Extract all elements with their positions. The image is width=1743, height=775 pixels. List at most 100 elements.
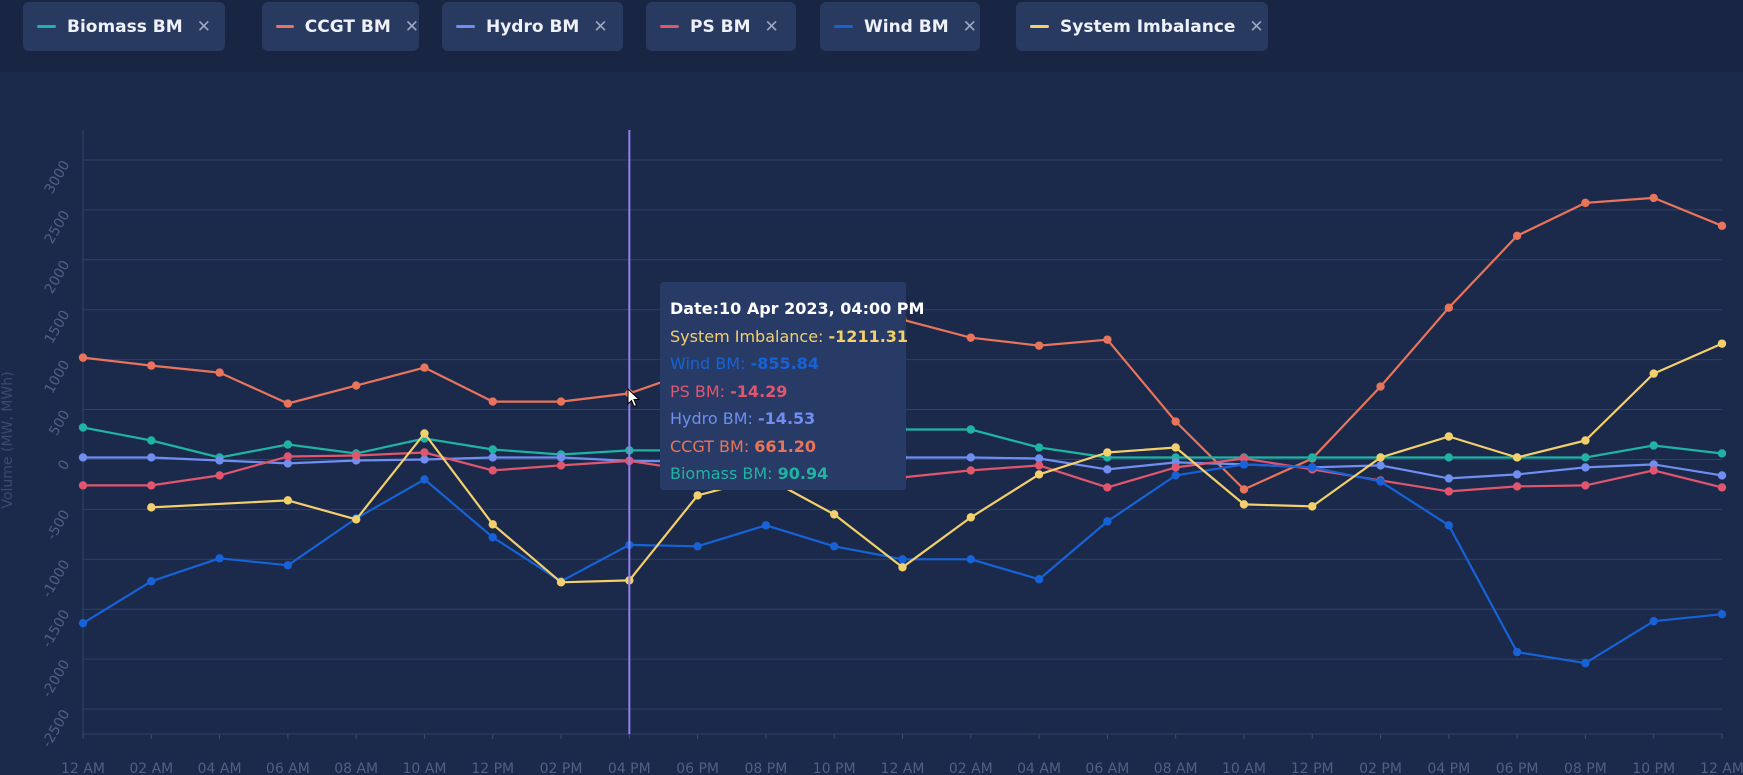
data-point[interactable]	[1444, 432, 1454, 441]
legend-chip[interactable]: Biomass BM ✕	[23, 2, 225, 51]
data-point[interactable]	[1239, 485, 1249, 494]
data-point[interactable]	[1649, 193, 1658, 203]
data-point[interactable]	[147, 436, 156, 445]
data-point[interactable]	[488, 445, 497, 454]
data-point[interactable]	[1376, 461, 1385, 470]
data-point[interactable]	[1308, 502, 1317, 511]
legend-chip[interactable]: Hydro BM ✕	[442, 2, 623, 51]
data-point[interactable]	[1717, 449, 1727, 458]
data-point[interactable]	[1171, 463, 1180, 472]
data-point[interactable]	[898, 563, 907, 572]
data-point[interactable]	[1717, 471, 1727, 480]
data-point[interactable]	[283, 459, 293, 468]
data-point[interactable]	[1649, 616, 1658, 626]
data-point[interactable]	[351, 451, 361, 460]
data-point[interactable]	[1171, 417, 1180, 426]
data-point[interactable]	[1308, 463, 1317, 472]
data-point[interactable]	[1512, 647, 1522, 657]
data-point[interactable]	[283, 561, 293, 570]
data-point[interactable]	[283, 452, 293, 461]
data-point[interactable]	[488, 453, 497, 462]
data-point[interactable]	[693, 542, 702, 551]
data-point[interactable]	[283, 399, 293, 408]
data-point[interactable]	[147, 481, 156, 490]
data-point[interactable]	[966, 555, 975, 564]
data-point[interactable]	[966, 513, 975, 522]
data-point[interactable]	[1649, 466, 1658, 475]
data-point[interactable]	[1581, 658, 1590, 668]
data-point[interactable]	[351, 515, 361, 524]
data-point[interactable]	[761, 521, 771, 530]
data-point[interactable]	[1308, 453, 1317, 462]
data-point[interactable]	[1103, 448, 1112, 457]
data-point[interactable]	[966, 466, 975, 475]
data-point[interactable]	[1034, 470, 1044, 479]
data-point[interactable]	[351, 381, 361, 390]
data-point[interactable]	[1239, 454, 1249, 463]
data-point[interactable]	[420, 363, 429, 372]
data-point[interactable]	[966, 333, 975, 342]
data-point[interactable]	[420, 429, 429, 438]
data-point[interactable]	[1171, 443, 1180, 452]
data-point[interactable]	[1444, 474, 1454, 483]
data-point[interactable]	[488, 520, 497, 529]
data-point[interactable]	[1034, 461, 1044, 470]
data-point[interactable]	[1444, 453, 1454, 462]
data-point[interactable]	[488, 397, 497, 406]
data-point[interactable]	[215, 554, 224, 563]
data-point[interactable]	[1444, 487, 1454, 496]
data-point[interactable]	[1512, 470, 1522, 479]
data-point[interactable]	[1103, 465, 1112, 474]
close-icon[interactable]: ✕	[764, 16, 779, 37]
data-point[interactable]	[830, 542, 839, 551]
data-point[interactable]	[147, 577, 156, 586]
legend-chip[interactable]: CCGT BM ✕	[262, 2, 419, 51]
data-point[interactable]	[283, 496, 293, 505]
data-point[interactable]	[1376, 453, 1385, 462]
data-point[interactable]	[556, 397, 566, 406]
data-point[interactable]	[1034, 341, 1044, 350]
data-point[interactable]	[78, 353, 88, 362]
data-point[interactable]	[78, 453, 88, 462]
data-point[interactable]	[1581, 453, 1590, 462]
data-point[interactable]	[1581, 198, 1590, 208]
data-point[interactable]	[78, 481, 88, 490]
data-point[interactable]	[1103, 483, 1112, 492]
data-point[interactable]	[1034, 454, 1044, 463]
data-point[interactable]	[1512, 482, 1522, 491]
data-point[interactable]	[78, 618, 88, 628]
data-point[interactable]	[488, 466, 497, 475]
data-point[interactable]	[1034, 443, 1044, 452]
data-point[interactable]	[147, 361, 156, 370]
close-icon[interactable]: ✕	[404, 16, 419, 37]
legend-chip[interactable]: PS BM ✕	[646, 2, 796, 51]
data-point[interactable]	[1239, 460, 1249, 469]
data-point[interactable]	[215, 456, 224, 465]
data-point[interactable]	[147, 503, 156, 512]
data-point[interactable]	[1649, 441, 1658, 450]
data-point[interactable]	[1581, 463, 1590, 472]
data-point[interactable]	[830, 510, 839, 519]
data-point[interactable]	[78, 423, 88, 432]
data-point[interactable]	[1444, 521, 1454, 530]
data-point[interactable]	[1103, 335, 1112, 344]
data-point[interactable]	[556, 578, 566, 587]
data-point[interactable]	[1581, 481, 1590, 490]
data-point[interactable]	[966, 453, 975, 462]
data-point[interactable]	[420, 455, 429, 464]
data-point[interactable]	[1444, 303, 1454, 312]
data-point[interactable]	[1581, 436, 1590, 445]
data-point[interactable]	[1649, 460, 1658, 469]
data-point[interactable]	[1171, 471, 1180, 480]
data-point[interactable]	[1717, 339, 1727, 348]
data-point[interactable]	[1034, 575, 1044, 584]
data-point[interactable]	[420, 448, 429, 457]
data-point[interactable]	[693, 491, 702, 500]
legend-chip[interactable]: Wind BM ✕	[820, 2, 980, 51]
data-point[interactable]	[1717, 483, 1727, 492]
data-point[interactable]	[1103, 517, 1112, 526]
data-point[interactable]	[1376, 382, 1385, 391]
close-icon[interactable]: ✕	[962, 16, 977, 37]
close-icon[interactable]: ✕	[593, 16, 608, 37]
data-point[interactable]	[420, 475, 429, 484]
